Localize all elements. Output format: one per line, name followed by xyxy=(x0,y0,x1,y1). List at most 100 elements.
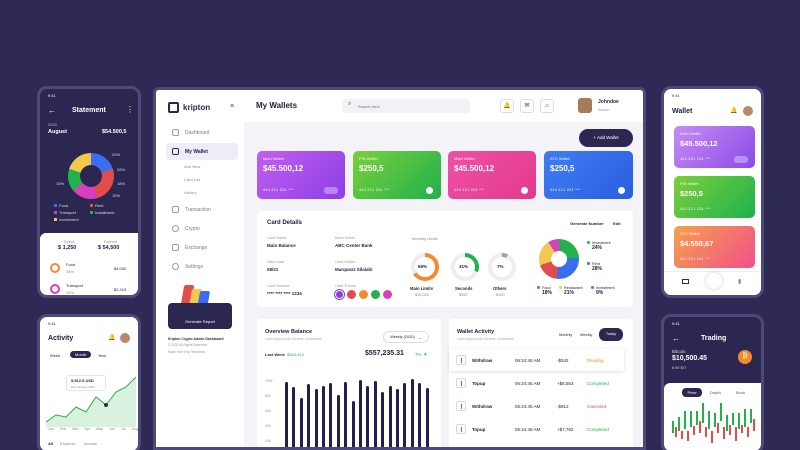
edit-button[interactable]: Edit xyxy=(613,221,621,226)
activity-phone: 9:41 Activity 🔔 Week Month Year 5,512.5 … xyxy=(37,314,141,450)
monthly-limits-title: Monthly Limits xyxy=(412,236,438,241)
exchange-icon xyxy=(172,244,179,251)
tab-price[interactable]: Price xyxy=(682,388,702,397)
transaction-icon xyxy=(172,206,179,213)
search-bar[interactable]: ⌕ xyxy=(342,99,470,113)
back-arrow-icon[interactable]: ← xyxy=(48,106,56,115)
limit-pct: 31% xyxy=(459,264,469,269)
earned-value: $ 54,500 xyxy=(98,245,120,251)
bottom-tab-income[interactable]: Income xyxy=(84,441,98,446)
tab-depth[interactable]: Depth xyxy=(710,390,721,395)
card-toggle[interactable] xyxy=(734,156,748,163)
wallet-card[interactable]: ATC Wallet $250,5 444 221 224 *** xyxy=(544,151,633,199)
theme-swatch[interactable] xyxy=(347,290,356,299)
activity-row[interactable]: Topup 06:24:45 AM +$5,553 Completed xyxy=(449,372,624,394)
user-avatar[interactable] xyxy=(578,98,592,113)
statement-donut-chart xyxy=(68,153,114,199)
chart-nav-icon[interactable]: ▮ xyxy=(738,279,742,285)
sidebar-item-exchange[interactable]: Exchange xyxy=(166,239,238,256)
tab-year[interactable]: Year xyxy=(98,353,107,358)
period-dropdown[interactable]: Weekly (2020) ⌄ xyxy=(383,331,429,343)
wallet-card[interactable]: Main Wallet $45.500,12 444 221 224 *** xyxy=(674,126,755,168)
spent-value: $ 1,250 xyxy=(58,245,77,251)
sidebar-item-wallet[interactable]: My Wallet xyxy=(166,143,238,160)
card-nav-icon[interactable] xyxy=(682,279,689,284)
limit-value: $500 xyxy=(459,293,468,297)
generate-report-button[interactable]: Generate Report xyxy=(185,319,215,324)
sidebar-item-crypto[interactable]: Crypto xyxy=(166,220,238,237)
sidebar-sub-add-new[interactable]: Add New xyxy=(184,164,201,169)
candle xyxy=(702,403,704,423)
sidebar-item-transaction[interactable]: Transaction xyxy=(166,201,238,218)
limit-ring xyxy=(488,253,516,281)
coin-name: Bitcoin xyxy=(672,349,686,354)
pie-legend-label: Investment xyxy=(592,241,611,245)
add-wallet-button[interactable]: + Add Wallet xyxy=(579,129,633,147)
footer-line-3: Made with ♥ by Peterdraw xyxy=(168,350,205,354)
search-input[interactable] xyxy=(358,102,458,110)
candle xyxy=(675,427,677,437)
pie-legend-pct: 9% xyxy=(596,290,604,296)
field-label: Card Number xyxy=(267,284,290,288)
activity-row[interactable]: Withdraw 06:24:45 AM -$542 Pending xyxy=(449,349,624,371)
wallet-card[interactable]: Main Wallet $45.500,12 444 221 224 *** xyxy=(448,151,536,199)
cart-icon[interactable]: ⌂ xyxy=(540,99,554,113)
theme-swatch[interactable] xyxy=(335,290,344,299)
sidebar-item-dashboard[interactable]: Dashboard xyxy=(166,124,238,141)
tooltip-date: 2nd January 2021 xyxy=(71,385,96,389)
back-arrow-icon[interactable]: ← xyxy=(672,334,680,343)
overview-bar xyxy=(410,378,414,447)
tab-book[interactable]: Book xyxy=(736,390,746,395)
card-toggle[interactable] xyxy=(324,187,338,194)
candle xyxy=(678,417,680,431)
tab-monthly[interactable]: Monthly xyxy=(559,333,573,337)
bottom-tab-all[interactable]: All xyxy=(48,441,54,446)
tab-weekly[interactable]: Weekly xyxy=(580,333,593,337)
coin-price: $10,500.45 xyxy=(672,355,708,362)
activity-amount: -$542 xyxy=(557,357,569,363)
wallet-card[interactable]: PIN Wallet $250,5 444 221 224 *** xyxy=(674,176,755,218)
axis-tick: 20k xyxy=(265,439,271,443)
statement-summary-panel: Spent $ 1,250 Earned $ 54,500 Food 26% $… xyxy=(40,233,138,295)
bell-icon[interactable]: 🔔 xyxy=(730,108,738,114)
gear-icon xyxy=(172,263,179,270)
wallet-card[interactable]: PIN Wallet $250,5 444 221 224 *** xyxy=(353,151,441,199)
activity-row[interactable]: Withdraw 06:24:45 AM -$912 Canceled xyxy=(449,395,624,417)
bottom-tab-expense[interactable]: Expense xyxy=(60,441,76,446)
tab-month[interactable]: Month xyxy=(70,351,92,358)
more-icon[interactable]: ⋮ xyxy=(126,105,134,114)
field-label: Card Name xyxy=(267,236,287,240)
notification-bell-icon[interactable]: 🔔 xyxy=(500,99,514,113)
tab-today[interactable]: Today xyxy=(599,328,623,341)
menu-toggle-icon[interactable]: ≡ xyxy=(230,103,235,110)
candle xyxy=(672,421,674,433)
wallet-title: Wallet xyxy=(672,108,693,115)
sidebar-sub-history[interactable]: History xyxy=(184,190,197,195)
candle xyxy=(696,411,698,425)
status-time: 9:41 xyxy=(672,321,680,326)
bell-icon[interactable]: 🔔 xyxy=(108,335,116,341)
theme-swatch[interactable] xyxy=(383,290,392,299)
sidebar-sub-card-list[interactable]: Card List xyxy=(184,177,201,182)
field-label: Card Theme xyxy=(335,284,357,288)
pie-legend-pct: 28% xyxy=(592,266,603,272)
message-icon[interactable]: ✉ xyxy=(520,99,534,113)
candle xyxy=(729,425,731,435)
sidebar-item-settings[interactable]: Settings xyxy=(166,258,238,275)
wallet-card[interactable]: Main Wallet $45.500,12 444 221 224 *** xyxy=(257,151,345,199)
wallet-card[interactable]: ATC Wallet $4.550,67 444 221 224 *** xyxy=(674,226,755,268)
theme-swatch[interactable] xyxy=(359,290,368,299)
arrow-down-icon xyxy=(456,401,466,411)
generate-number-button[interactable]: Generate Number xyxy=(570,221,604,226)
pie-legend-item: Rent 28% xyxy=(587,262,602,272)
search-icon: ⌕ xyxy=(348,101,352,107)
avatar[interactable] xyxy=(120,333,130,343)
transport-ring-icon xyxy=(50,284,60,294)
theme-swatch[interactable] xyxy=(371,290,380,299)
tab-week[interactable]: Week xyxy=(50,353,61,358)
top-bar: My Wallets ⌕ 🔔 ✉ ⌂ Johndoe Admin xyxy=(244,90,643,122)
home-nav-icon[interactable] xyxy=(706,273,722,289)
avatar[interactable] xyxy=(743,106,753,116)
legend-label: Investment xyxy=(59,217,79,222)
activity-row[interactable]: Topup 06:24:45 AM +$7,762 Completed xyxy=(449,418,624,440)
